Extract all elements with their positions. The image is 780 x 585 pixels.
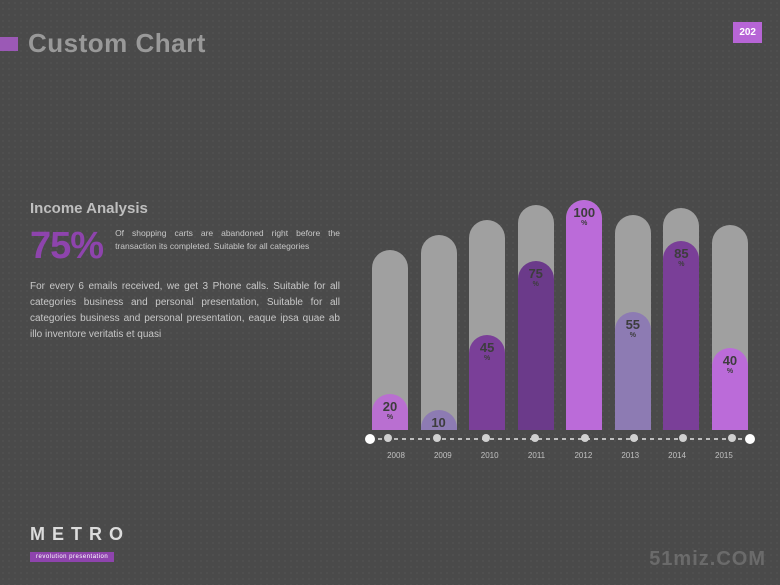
x-axis-label: 2015 bbox=[706, 451, 742, 460]
logo-main-text: METRO bbox=[30, 524, 130, 545]
chart-bar: 40% bbox=[712, 225, 748, 430]
axis-tick bbox=[728, 434, 736, 442]
x-axis-label: 2011 bbox=[519, 451, 555, 460]
axis-tick bbox=[630, 434, 638, 442]
bar-value-label: 10% bbox=[421, 416, 457, 430]
bar-value-label: 85% bbox=[663, 247, 699, 268]
bar-track: 20% bbox=[372, 250, 408, 430]
axis-tick bbox=[384, 434, 392, 442]
axis-ticks bbox=[370, 434, 750, 442]
page-number-badge: 202 bbox=[733, 22, 762, 43]
axis-tick bbox=[531, 434, 539, 442]
stat-caption: Of shopping carts are abandoned right be… bbox=[115, 227, 340, 253]
bar-value-label: 45% bbox=[469, 341, 505, 362]
bar-track: 40% bbox=[712, 225, 748, 430]
bar-value-label: 75% bbox=[518, 267, 554, 288]
chart-bar: 75% bbox=[518, 205, 554, 430]
x-axis-label: 2009 bbox=[425, 451, 461, 460]
chart-bar: 85% bbox=[663, 208, 699, 430]
x-axis-label: 2012 bbox=[565, 451, 601, 460]
bar-track: 45% bbox=[469, 220, 505, 430]
logo-sub-text: revolution presentation bbox=[30, 552, 114, 562]
x-axis-label: 2008 bbox=[378, 451, 414, 460]
x-axis-label: 2014 bbox=[659, 451, 695, 460]
bar-track: 10% bbox=[421, 235, 457, 430]
section-subtitle: Income Analysis bbox=[30, 200, 340, 217]
bar-value-label: 20% bbox=[372, 400, 408, 421]
chart-x-axis bbox=[370, 438, 750, 440]
bar-value-label: 40% bbox=[712, 354, 748, 375]
header: Custom Chart bbox=[0, 28, 780, 59]
bar-track: 55% bbox=[615, 215, 651, 430]
x-axis-label: 2013 bbox=[612, 451, 648, 460]
axis-tick bbox=[581, 434, 589, 442]
left-column: Income Analysis 75% Of shopping carts ar… bbox=[30, 200, 340, 460]
chart-bar: 45% bbox=[469, 220, 505, 430]
axis-tick bbox=[482, 434, 490, 442]
axis-tick bbox=[433, 434, 441, 442]
chart-bar: 55% bbox=[615, 215, 651, 430]
bar-fill bbox=[566, 200, 602, 430]
bar-track: 100% bbox=[566, 200, 602, 430]
bar-track: 85% bbox=[663, 208, 699, 430]
bar-fill bbox=[663, 241, 699, 430]
x-axis-label: 2010 bbox=[472, 451, 508, 460]
watermark: 51miz.COM bbox=[649, 548, 766, 571]
page-title: Custom Chart bbox=[28, 28, 206, 59]
chart-x-labels: 2008 2009 2010 2011 2012 2013 2014 2015 bbox=[370, 451, 750, 460]
bar-track: 75% bbox=[518, 205, 554, 430]
stat-row: 75% Of shopping carts are abandoned righ… bbox=[30, 227, 340, 265]
body-text: For every 6 emails received, we get 3 Ph… bbox=[30, 279, 340, 343]
big-stat-value: 75% bbox=[30, 227, 103, 265]
bar-value-label: 100% bbox=[566, 206, 602, 227]
chart-bar: 100% bbox=[566, 200, 602, 430]
header-accent-bar bbox=[0, 37, 18, 51]
axis-end-dot-right bbox=[745, 434, 755, 444]
axis-end-dot-left bbox=[365, 434, 375, 444]
chart-bar: 20% bbox=[372, 250, 408, 430]
income-chart: 20%10%45%75%100%55%85%40% 20082009201020… bbox=[370, 200, 750, 460]
bar-value-label: 55% bbox=[615, 318, 651, 339]
chart-bars-row: 20% 10% 45% 75% 100% 55% 85% 40% bbox=[370, 200, 750, 430]
axis-tick bbox=[679, 434, 687, 442]
chart-bar: 10% bbox=[421, 235, 457, 430]
footer-logo: METRO revolution presentation bbox=[30, 524, 130, 563]
content-row: Income Analysis 75% Of shopping carts ar… bbox=[30, 200, 750, 460]
